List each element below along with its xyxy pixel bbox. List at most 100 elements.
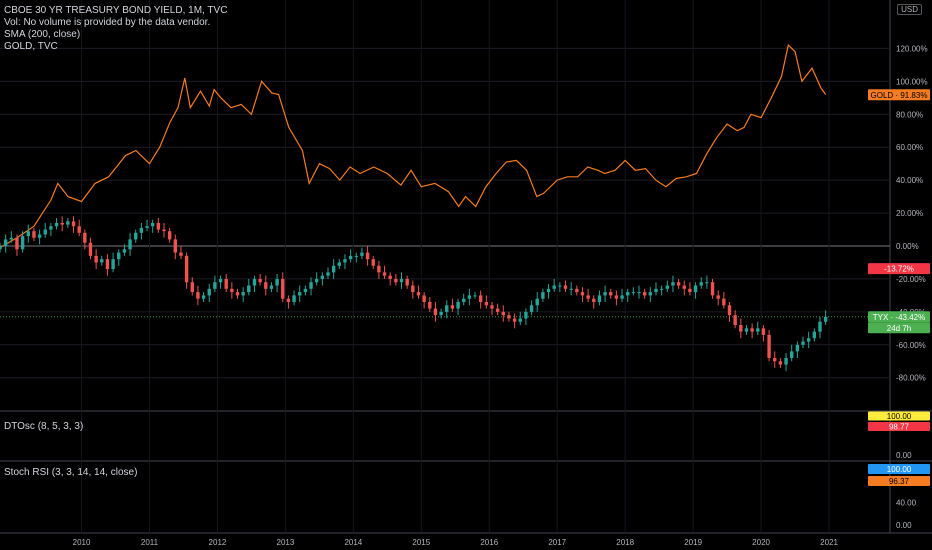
grid — [0, 0, 932, 534]
candle-body — [727, 305, 732, 316]
x-tick-label: 2015 — [412, 538, 430, 547]
candle-body — [190, 282, 194, 293]
candle-body — [100, 259, 104, 263]
candle-body — [348, 255, 353, 260]
candle-body — [716, 295, 720, 299]
x-tick-label: 2018 — [616, 538, 634, 547]
candle-body — [388, 275, 392, 279]
candle-body — [812, 331, 817, 339]
candle-body — [620, 295, 624, 299]
time-axis[interactable]: 2010 2011 2012 2013 2014 2015 2016 2017 2018 2019… — [73, 538, 839, 547]
dtosc-legend[interactable]: DTOsc (8, 5, 3, 3) — [4, 421, 84, 432]
candle-body — [535, 298, 539, 306]
tyx-price-label-bg — [868, 311, 930, 323]
candle-body — [32, 231, 36, 238]
gold-legend[interactable]: GOLD, TVC — [4, 41, 58, 52]
candle-body — [524, 311, 528, 319]
stoch-rsi-legend[interactable]: Stoch RSI (3, 3, 14, 14, close) — [4, 467, 138, 478]
stoch-k-label: 100.00 — [887, 465, 912, 474]
candle-body — [303, 288, 308, 293]
candle-body — [15, 237, 19, 250]
candle-body — [411, 285, 415, 293]
candle-body — [134, 232, 138, 240]
candle-body — [196, 292, 200, 299]
volume-legend[interactable]: Vol: No volume is provided by the data v… — [4, 17, 211, 28]
main-series-title[interactable]: CBOE 30 YR TREASURY BOND YIELD, 1M, TVC — [4, 5, 228, 16]
candle-body — [773, 357, 777, 362]
gold-price-label-bg — [868, 89, 930, 101]
y-tick-label: 20.00% — [896, 209, 923, 218]
candle-body — [105, 259, 110, 270]
sma-legend[interactable]: SMA (200, close) — [4, 29, 81, 40]
candle-body — [275, 278, 279, 286]
x-tick-label: 2011 — [141, 538, 159, 547]
candle-body — [173, 239, 178, 253]
candle-body — [150, 222, 155, 227]
price-axis[interactable]: 120.00% 100.00% 80.00% 60.00% 40.00% 20.00% 0.… — [896, 44, 928, 530]
candle-body — [343, 259, 347, 263]
candle-body — [354, 255, 358, 257]
x-tick-label: 2010 — [73, 538, 91, 547]
tyx-countdown-label: 24d 7h — [887, 324, 911, 333]
candle-body — [264, 282, 268, 289]
candle-body — [252, 278, 257, 286]
candle-body — [693, 285, 698, 293]
candle-body — [122, 249, 127, 253]
dtosc-d-label-bg — [868, 421, 930, 431]
candle-body — [37, 234, 42, 238]
candle-body — [495, 308, 500, 312]
candle-body — [184, 255, 189, 283]
candle-body — [377, 265, 381, 273]
candle-body — [558, 285, 562, 287]
candle-body — [156, 222, 161, 230]
candle-body — [382, 272, 387, 276]
candle-body — [671, 282, 675, 286]
candle-body — [314, 278, 319, 283]
dtosc-k-label-bg — [868, 411, 930, 421]
candle-body — [320, 275, 325, 279]
y-tick-label: 40.00% — [896, 176, 923, 185]
candle-body — [235, 292, 240, 296]
tyx-change-label-bg — [868, 263, 930, 275]
candle-body — [3, 239, 8, 246]
candle-body — [626, 292, 630, 296]
gold-price-label: GOLD · 91.83% — [871, 91, 928, 100]
candle-body — [541, 292, 545, 299]
candle-body — [648, 292, 653, 296]
candle-body — [405, 278, 409, 286]
y-tick-label: 80.00% — [896, 110, 923, 119]
candle-body — [117, 252, 121, 260]
candle-body — [213, 282, 217, 289]
currency-button[interactable]: USD — [897, 4, 922, 15]
candle-body — [507, 315, 511, 319]
candle-body — [450, 305, 455, 309]
candle-body — [790, 351, 794, 358]
stoch-d-label-bg — [868, 476, 930, 487]
candle-body — [801, 341, 805, 345]
candle-body — [309, 282, 313, 289]
candle-body — [823, 316, 828, 322]
candle-body — [145, 226, 149, 228]
candle-body — [224, 278, 228, 289]
candle-body — [767, 334, 771, 358]
candle-body — [128, 239, 132, 250]
candle-body — [241, 292, 245, 296]
x-tick-label: 2021 — [820, 538, 838, 547]
candle-body — [371, 259, 375, 266]
candle-body — [518, 318, 522, 322]
candle-body — [269, 285, 274, 289]
y-tick-label: 120.00% — [896, 44, 928, 53]
candle-body — [462, 298, 466, 302]
y-tick-label: 100.00% — [896, 77, 928, 86]
candle-body — [365, 252, 370, 260]
candle-body — [77, 226, 81, 233]
candle-body — [806, 338, 811, 342]
candle-body — [642, 292, 647, 296]
candle-body — [94, 255, 98, 263]
candle-body — [586, 295, 590, 299]
candle-body — [512, 318, 517, 322]
candle-body — [546, 288, 551, 293]
candle-body — [201, 295, 206, 299]
candle-body — [54, 222, 59, 227]
